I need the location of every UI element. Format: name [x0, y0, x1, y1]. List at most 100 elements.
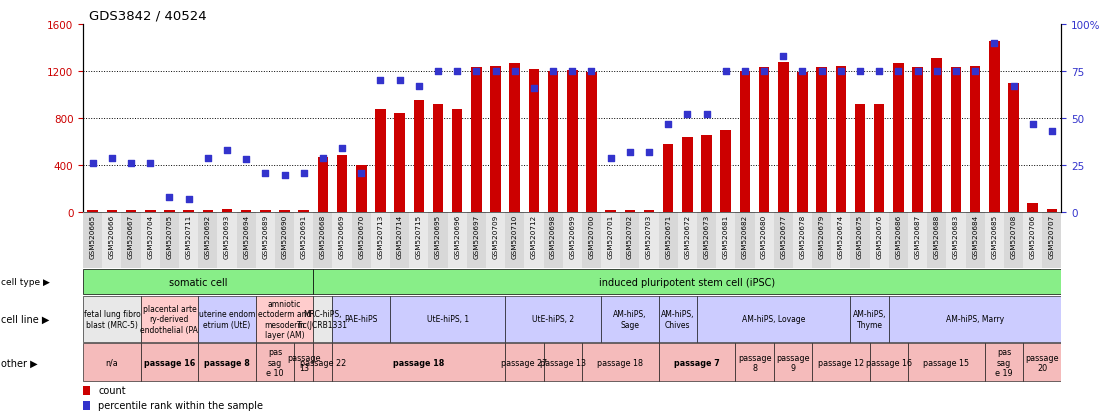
Text: GSM520694: GSM520694 [243, 214, 249, 259]
Bar [605, 211, 616, 213]
Bar [586, 73, 597, 213]
Bar [314, 270, 1061, 294]
Text: passage
9: passage 9 [776, 353, 810, 372]
Bar [1004, 213, 1023, 268]
Bar [658, 344, 736, 381]
Text: GSM520707: GSM520707 [1049, 214, 1055, 259]
Bar [452, 109, 462, 213]
Bar [567, 71, 577, 213]
Bar [466, 213, 486, 268]
Bar [907, 213, 927, 268]
Point [756, 69, 773, 75]
Point [1005, 83, 1023, 90]
Text: passage 27: passage 27 [501, 358, 547, 367]
Text: passage 22: passage 22 [300, 358, 346, 367]
Text: induced pluripotent stem cell (iPSC): induced pluripotent stem cell (iPSC) [599, 277, 776, 287]
Bar [582, 213, 601, 268]
Point [295, 170, 312, 176]
Text: GSM520706: GSM520706 [1029, 214, 1036, 259]
Point [927, 69, 945, 75]
Bar [951, 68, 962, 213]
Point [678, 112, 696, 118]
Bar [1043, 213, 1061, 268]
Text: UtE-hiPS, 1: UtE-hiPS, 1 [427, 315, 469, 323]
Point [506, 69, 524, 75]
Bar [716, 213, 736, 268]
Point [486, 69, 504, 75]
Text: fetal lung fibro
blast (MRC-5): fetal lung fibro blast (MRC-5) [83, 309, 141, 329]
Point [334, 145, 351, 152]
Bar [582, 344, 658, 381]
Text: percentile rank within the sample: percentile rank within the sample [99, 400, 264, 410]
Text: GSM520671: GSM520671 [665, 214, 671, 259]
Text: AM-hiPS,
Chives: AM-hiPS, Chives [661, 309, 695, 329]
Bar [141, 296, 198, 342]
Point [717, 69, 735, 75]
Text: AM-hiPS, Lovage: AM-hiPS, Lovage [742, 315, 806, 323]
Bar [851, 296, 889, 342]
Bar [907, 344, 985, 381]
Text: GSM520702: GSM520702 [627, 214, 633, 259]
Text: GSM520710: GSM520710 [512, 214, 517, 259]
Bar [989, 43, 999, 213]
Text: GSM520686: GSM520686 [895, 214, 902, 259]
Bar [126, 211, 136, 213]
Bar [835, 67, 847, 213]
Bar [256, 296, 314, 342]
Bar [164, 211, 175, 213]
Text: somatic cell: somatic cell [168, 277, 227, 287]
Text: GSM520682: GSM520682 [742, 214, 748, 259]
Bar [314, 344, 332, 381]
Bar [102, 213, 122, 268]
Text: GSM520679: GSM520679 [819, 214, 824, 259]
Point [276, 172, 294, 178]
Bar [812, 344, 870, 381]
Bar [1047, 209, 1057, 213]
Text: GSM520681: GSM520681 [722, 214, 729, 259]
Point [832, 69, 850, 75]
Point [237, 157, 255, 164]
Bar [490, 67, 501, 213]
Text: pas
sag
e 19: pas sag e 19 [995, 348, 1013, 377]
Text: GSM520705: GSM520705 [166, 214, 173, 259]
Point [1024, 121, 1042, 128]
Text: passage 13: passage 13 [540, 358, 586, 367]
Point [602, 155, 619, 161]
Bar [683, 138, 692, 213]
Text: GSM520675: GSM520675 [856, 214, 863, 259]
Text: GSM520701: GSM520701 [607, 214, 614, 259]
Bar [544, 213, 563, 268]
Text: GSM520678: GSM520678 [800, 214, 806, 259]
Text: count: count [99, 385, 126, 395]
Point [371, 78, 389, 85]
Bar [203, 211, 213, 213]
Bar [256, 213, 275, 268]
Bar [563, 213, 582, 268]
Text: GSM520691: GSM520691 [300, 214, 307, 259]
Bar [88, 211, 98, 213]
Bar [620, 213, 639, 268]
Text: GSM520697: GSM520697 [473, 214, 480, 259]
Bar [697, 213, 716, 268]
Bar [812, 213, 831, 268]
Bar [237, 213, 256, 268]
Bar [433, 104, 443, 213]
Text: passage 15: passage 15 [923, 358, 970, 367]
Text: passage 18: passage 18 [597, 358, 644, 367]
Bar [697, 296, 851, 342]
Text: GSM520715: GSM520715 [416, 214, 422, 259]
Bar [83, 270, 314, 294]
Text: UtE-hiPS, 2: UtE-hiPS, 2 [532, 315, 574, 323]
Point [199, 155, 217, 161]
Text: GSM520712: GSM520712 [531, 214, 537, 259]
Point [871, 69, 889, 75]
Bar [985, 344, 1023, 381]
Text: passage
20: passage 20 [1026, 353, 1059, 372]
Text: GSM520708: GSM520708 [1010, 214, 1016, 259]
Point [142, 161, 160, 167]
Text: passage
8: passage 8 [738, 353, 771, 372]
Text: n/a: n/a [105, 358, 119, 367]
Bar [471, 68, 482, 213]
Bar [179, 213, 198, 268]
Bar [318, 157, 328, 213]
